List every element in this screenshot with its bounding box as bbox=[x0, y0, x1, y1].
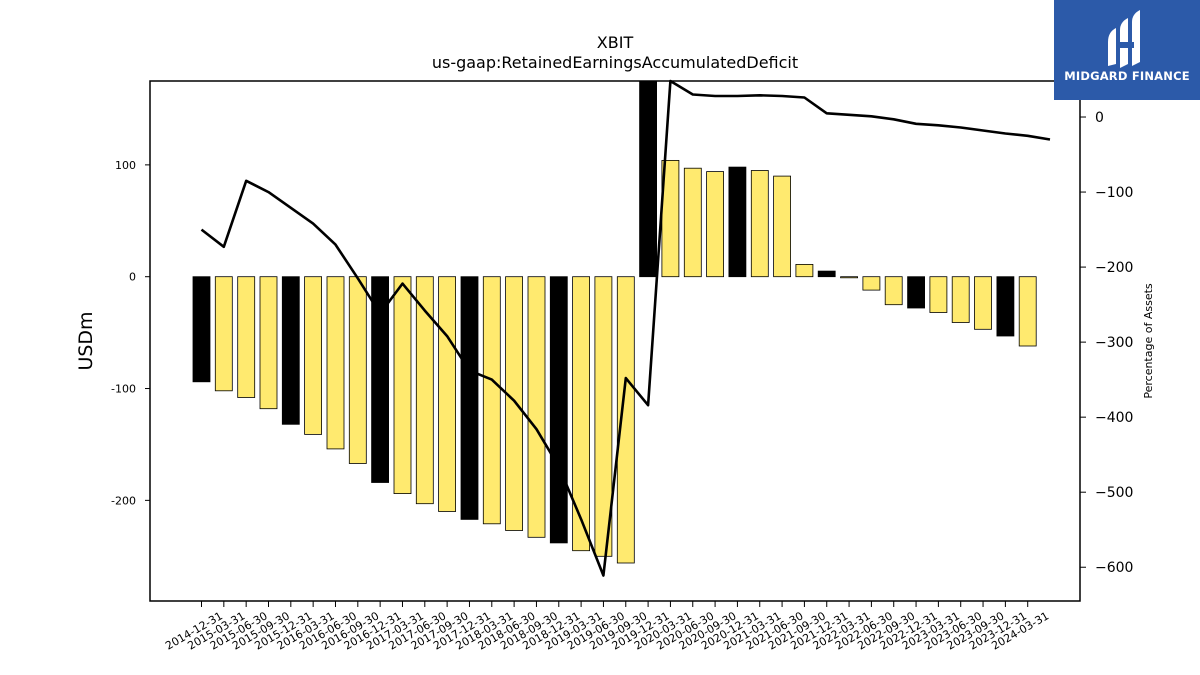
bar-2015-12-31 bbox=[281, 276, 300, 425]
bar-2021-09-30 bbox=[795, 263, 814, 278]
right-tick-label: −600 bbox=[1095, 560, 1133, 576]
bar-2017-03-31 bbox=[393, 276, 412, 495]
line-group bbox=[200, 79, 1051, 577]
left-tick-label: 100 bbox=[115, 159, 136, 172]
bar-2019-03-31 bbox=[572, 276, 590, 552]
bar-2016-09-30 bbox=[348, 276, 367, 464]
brand-logo: MIDGARD FINANCE bbox=[1054, 0, 1200, 100]
left-tick-label: 0 bbox=[129, 271, 136, 284]
bar-2020-06-30 bbox=[683, 167, 702, 278]
bar-2017-12-31 bbox=[460, 276, 479, 520]
brand-name: MIDGARD FINANCE bbox=[1064, 69, 1190, 83]
bar-2024-03-31 bbox=[1018, 276, 1037, 347]
right-tick-label: −200 bbox=[1095, 260, 1133, 276]
bar-2018-12-31 bbox=[549, 276, 568, 544]
bar-2022-06-30 bbox=[862, 276, 881, 291]
right-tick-label: 0 bbox=[1095, 110, 1104, 126]
y-axis-label-right: Percentage of Assets bbox=[1142, 283, 1155, 399]
bar-2023-03-31 bbox=[929, 276, 948, 313]
left-axis: -200 -100 0 100 bbox=[111, 159, 150, 507]
bar-2016-03-31 bbox=[304, 276, 323, 435]
bar-2022-03-31 bbox=[840, 276, 858, 279]
bar-2021-03-31 bbox=[750, 170, 769, 278]
bar-2020-09-30 bbox=[706, 171, 724, 278]
bar-2018-03-31 bbox=[482, 276, 501, 525]
chart-subtitle: us-gaap:RetainedEarningsAccumulatedDefic… bbox=[432, 53, 798, 72]
bar-2019-12-31 bbox=[639, 80, 657, 278]
bar-2020-12-31 bbox=[728, 166, 747, 278]
bar-2018-09-30 bbox=[527, 276, 546, 538]
left-tick-label: -100 bbox=[111, 383, 136, 396]
right-tick-label: −400 bbox=[1095, 410, 1133, 426]
midgard-logo-icon bbox=[1108, 10, 1140, 68]
bar-2021-12-31 bbox=[817, 270, 836, 278]
right-tick-label: −300 bbox=[1095, 335, 1133, 351]
x-axis: 2014-12-312015-03-312015-06-302015-09-30… bbox=[163, 601, 1051, 653]
bar-2022-09-30 bbox=[884, 276, 903, 306]
bar-2016-06-30 bbox=[326, 276, 345, 450]
left-tick-label: -200 bbox=[111, 494, 136, 507]
bar-2015-03-31 bbox=[214, 276, 233, 392]
percentage-line bbox=[200, 79, 1051, 577]
bar-2015-06-30 bbox=[237, 276, 256, 398]
right-axis: −600 −500 −400 −300 −200 −100 0 bbox=[1080, 110, 1133, 576]
plot-frame bbox=[149, 80, 1081, 602]
bar-2016-12-31 bbox=[371, 276, 390, 483]
right-tick-label: −100 bbox=[1095, 185, 1133, 201]
bar-2023-06-30 bbox=[951, 276, 970, 323]
chart-title: XBIT bbox=[597, 33, 634, 52]
y-axis-label-left: USDm bbox=[75, 311, 97, 370]
bar-2019-09-30 bbox=[616, 276, 635, 564]
bar-2023-09-30 bbox=[974, 276, 992, 330]
bar-2022-12-31 bbox=[907, 276, 925, 309]
bar-2017-09-30 bbox=[438, 276, 457, 512]
bar-2021-06-30 bbox=[773, 175, 791, 278]
bar-2023-12-31 bbox=[996, 276, 1015, 337]
right-tick-label: −500 bbox=[1095, 485, 1133, 501]
bar-2014-12-31 bbox=[192, 276, 211, 383]
bar-group bbox=[192, 80, 1037, 564]
bar-2017-06-30 bbox=[415, 276, 434, 505]
bar-2015-09-30 bbox=[259, 276, 278, 410]
bar-2019-06-30 bbox=[594, 276, 613, 557]
bar-2018-06-30 bbox=[505, 276, 524, 531]
